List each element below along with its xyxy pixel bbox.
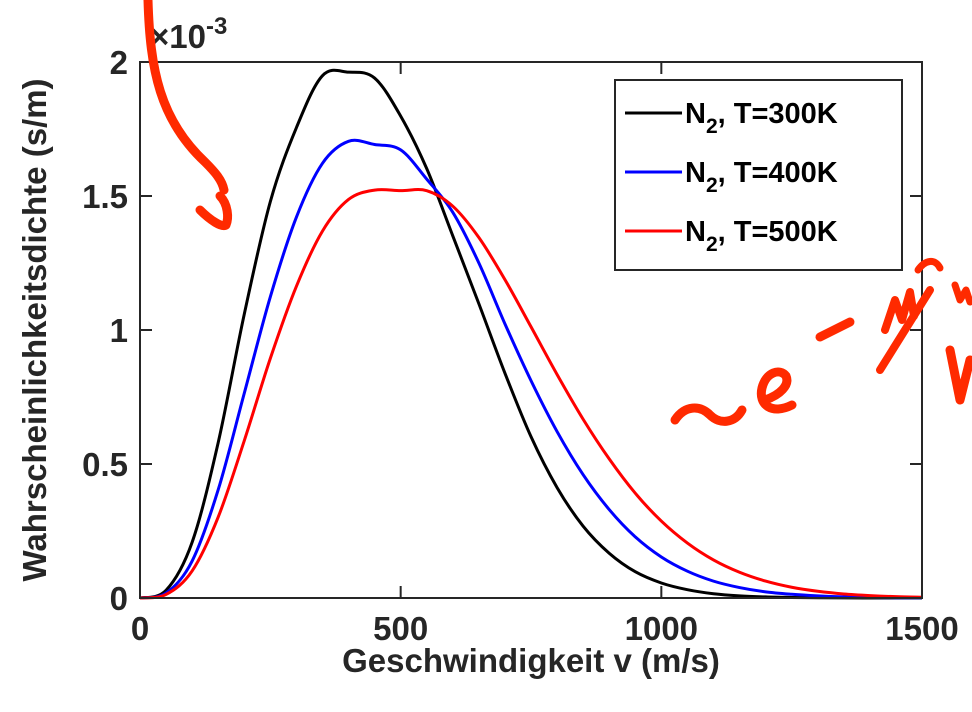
x-axis-label: Geschwindigkeit v (m/s) bbox=[342, 642, 720, 679]
annotation-e-letter bbox=[756, 367, 797, 414]
tick-layer: 0 500 1000 1500 0 0.5 1 1.5 2 bbox=[82, 44, 959, 647]
y-tick-label: 0 bbox=[110, 580, 128, 617]
annotation-exponent-line bbox=[876, 286, 934, 374]
series-line-3 bbox=[139, 188, 923, 600]
legend-label-2: N2, T=400K bbox=[685, 157, 838, 197]
y-tick-label: 0.5 bbox=[82, 446, 128, 483]
annotation-minus bbox=[815, 317, 855, 342]
y-tick-label: 2 bbox=[110, 44, 128, 81]
annotation-exponent-m bbox=[881, 288, 918, 334]
handwritten-annotation bbox=[143, 0, 972, 426]
annotation-arrow-shaft bbox=[143, 0, 229, 195]
annotation-tilde bbox=[670, 403, 747, 426]
annotation-arrow-head bbox=[195, 191, 233, 231]
series-line-2 bbox=[139, 138, 923, 600]
x-tick-label: 1500 bbox=[885, 610, 958, 647]
y-exponent-label: ×10-3 bbox=[150, 13, 227, 55]
x-tick-label: 500 bbox=[373, 610, 428, 647]
y-tick-label: 1 bbox=[110, 312, 128, 349]
legend-label-1: N2, T=300K bbox=[685, 98, 838, 138]
legend: N2, T=300K N2, T=400K N2, T=500K bbox=[614, 79, 903, 271]
annotation-denominator-v bbox=[945, 345, 972, 405]
y-tick-label: 1.5 bbox=[82, 178, 128, 215]
legend-label-3: N2, T=500K bbox=[685, 216, 838, 256]
annotation-exponent-v bbox=[914, 258, 944, 274]
y-axis-label: Wahrscheinlichkeitsdichte (s/m) bbox=[16, 78, 53, 581]
legend-items: N2, T=300K N2, T=400K N2, T=500K bbox=[625, 98, 838, 256]
annotation-exponent-w bbox=[951, 281, 972, 306]
x-tick-label: 0 bbox=[131, 610, 149, 647]
x-tick-label: 1000 bbox=[625, 610, 698, 647]
